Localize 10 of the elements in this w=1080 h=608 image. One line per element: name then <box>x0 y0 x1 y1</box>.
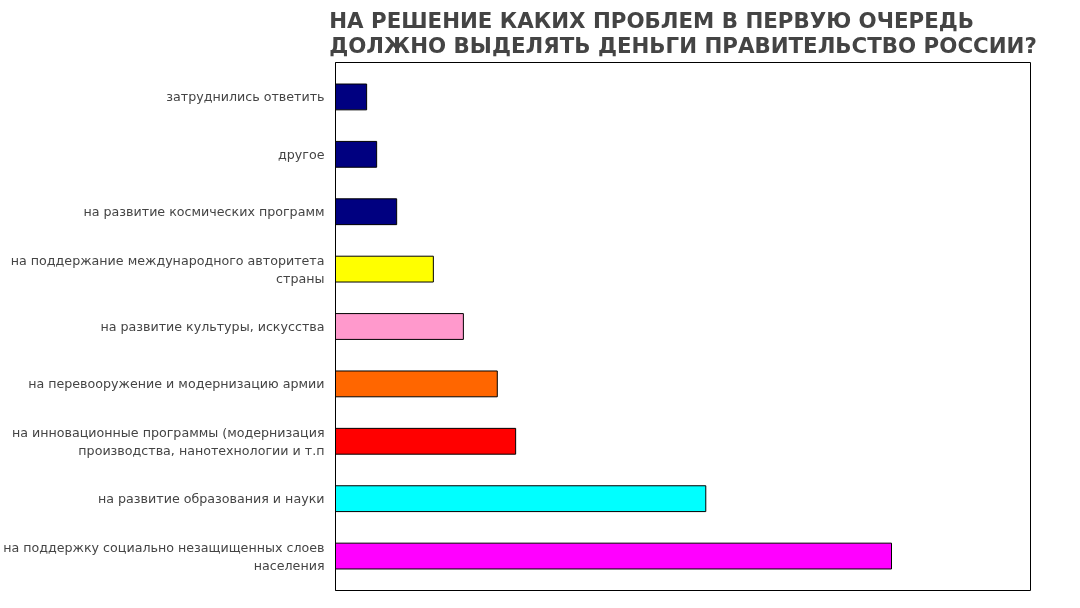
y-tick-label: на развитие образования и науки <box>98 491 325 507</box>
y-tick-label: на развитие культуры, искусства <box>100 319 325 334</box>
chart-title: НА РЕШЕНИЕ КАКИХ ПРОБЛЕМ В ПЕРВУЮ ОЧЕРЕДЬ ДОЛЖНО ВЫДЕЛЯТЬ ДЕНЬГИ ПРАВИТЕЛЬСТВО РОССИИ? <box>329 7 1037 58</box>
y-tick-label: на инновационные программы (модернизация производства, нанотехнологии и т.п <box>11 424 325 458</box>
y-tick-label: на перевооружение и модернизацию армии <box>28 376 325 392</box>
y-tick-label: на поддержание международного авторитета страны <box>10 252 325 286</box>
y-tick-label: затруднились ответить <box>166 89 325 105</box>
y-tick-label: на поддержку социально незащищенных слоев населения <box>3 539 325 573</box>
y-tick-label: другое <box>278 146 325 162</box>
y-tick-label: на развитие космических программ <box>83 204 325 220</box>
